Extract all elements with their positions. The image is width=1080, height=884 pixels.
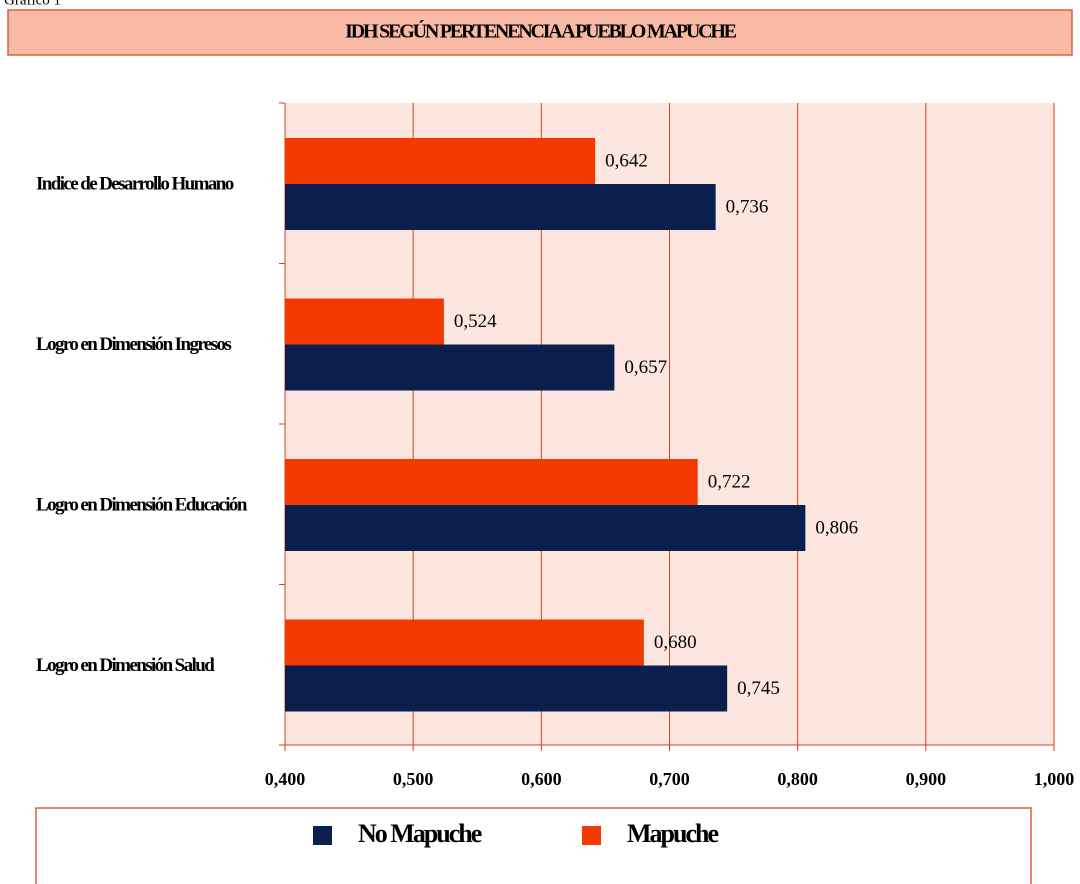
value-label: 0,745 (737, 678, 780, 699)
y-tick-label: Logro en Dimensión Educación (36, 495, 248, 516)
bar (285, 619, 644, 666)
x-tick-label: 0,400 (265, 769, 306, 789)
title-banner (7, 9, 1073, 56)
x-tick-label: 0,700 (649, 769, 690, 789)
bar (285, 459, 698, 505)
y-tick-label: Logro en Dimensión Ingresos (36, 334, 231, 355)
legend-swatch (313, 826, 332, 845)
bar (285, 344, 615, 391)
x-tick-label: 0,900 (906, 769, 947, 789)
x-tick-label: 1,000 (1034, 769, 1075, 789)
value-label: 0,680 (654, 632, 697, 653)
y-tick-label: Indice de Desarrollo Humano (36, 174, 234, 195)
legend-label: Mapuche (627, 819, 718, 848)
x-tick-label: 0,600 (521, 769, 562, 789)
value-label: 0,657 (624, 357, 667, 378)
x-tick-label: 0,500 (393, 769, 434, 789)
bar (285, 505, 806, 551)
bar (285, 184, 716, 230)
y-tick-label: Logro en Dimensión Salud (36, 655, 215, 676)
value-label: 0,806 (815, 517, 858, 538)
x-tick-label: 0,800 (777, 769, 818, 789)
bar (285, 138, 596, 184)
legend-swatch (582, 826, 601, 845)
value-label: 0,524 (454, 311, 497, 332)
value-label: 0,722 (708, 471, 751, 492)
legend-label: No Mapuche (358, 819, 482, 848)
bar (285, 298, 444, 345)
caption: Gráfico 1 (4, 0, 61, 8)
value-label: 0,642 (605, 150, 648, 171)
value-label: 0,736 (726, 196, 769, 217)
legend-box (35, 807, 1032, 884)
bar (285, 665, 728, 712)
chart-title: IDH SEGÚN PERTENENCIA A PUEBLO MAPUCHE (345, 19, 737, 43)
